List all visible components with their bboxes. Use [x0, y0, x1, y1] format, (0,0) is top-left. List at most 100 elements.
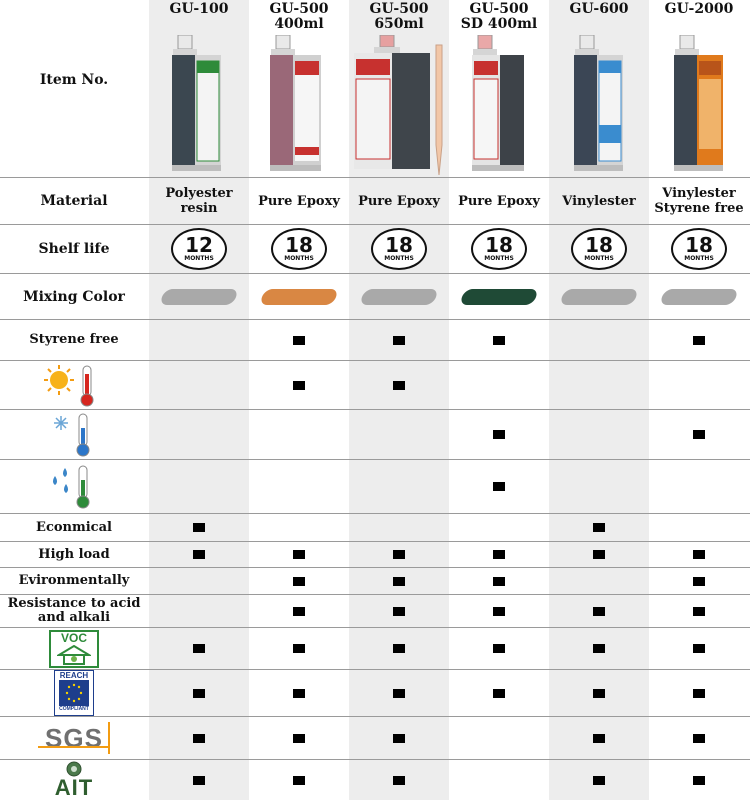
sgs-logo-line	[108, 722, 110, 754]
mixing-color-cell	[649, 274, 749, 319]
feature-cell-styrene-free	[349, 320, 449, 360]
mixing-color-swatch	[559, 288, 639, 305]
feature-cell-reach	[649, 670, 749, 716]
sgs-logo: SGS	[34, 722, 114, 754]
rule	[0, 360, 750, 361]
feature-cell-voc	[649, 628, 749, 669]
mixing-color-cell	[549, 274, 649, 319]
feature-cell-reach	[249, 670, 349, 716]
column-header-gu-600: GU-600	[549, 2, 649, 17]
check-mark	[193, 775, 205, 785]
check-mark	[693, 576, 705, 586]
feature-cell-resistance	[649, 595, 749, 627]
feature-cell-voc	[449, 628, 549, 669]
cartridge-image-gu-2000	[674, 35, 723, 171]
shelf-life-unit: MONTHS	[584, 255, 614, 262]
reach-logo-subtext: COMPLIANT	[59, 706, 89, 712]
shelf-life-number: 18	[485, 233, 513, 257]
check-mark	[293, 733, 305, 743]
material-text: Styrene free	[654, 201, 744, 216]
check-mark	[693, 335, 705, 345]
rule	[0, 669, 750, 670]
check-mark	[693, 430, 705, 439]
check-mark	[393, 576, 405, 586]
shelf-life-badge: 18 MONTHS	[571, 228, 627, 270]
check-mark	[393, 688, 405, 698]
voc-logo: VOC	[49, 629, 99, 668]
row-label-styrene-free: Styrene free	[29, 332, 119, 347]
check-mark	[493, 430, 505, 439]
check-mark	[693, 688, 705, 698]
mixing-color-swatch	[459, 288, 539, 305]
check-mark	[593, 775, 605, 785]
shelf-life-cell: 18 MONTHS	[649, 225, 749, 273]
check-mark	[493, 482, 505, 491]
column-header-gu-2000: GU-2000	[649, 2, 749, 17]
feature-cell-voc	[149, 628, 249, 669]
feature-cell-reach	[349, 670, 449, 716]
rule	[0, 409, 750, 410]
check-mark	[493, 550, 505, 559]
feature-cell-styrene-free	[649, 320, 749, 360]
column-name: GU-500	[469, 1, 529, 17]
check-mark	[393, 606, 405, 616]
material-text: Polyester	[165, 186, 233, 201]
check-mark	[593, 523, 605, 532]
feature-cell-ait	[149, 760, 249, 800]
row-label-environmentally: Evironmentally	[18, 573, 130, 588]
row-label-ait: AIT	[0, 760, 148, 800]
row-label-resistance-line2: and alkali	[37, 610, 111, 625]
feature-cell-economical	[149, 514, 249, 541]
row-label-voc: VOC	[0, 628, 148, 669]
row-label-sgs: SGS	[0, 717, 148, 759]
shelf-life-unit: MONTHS	[384, 255, 414, 262]
material-text: Pure Epoxy	[358, 193, 440, 209]
shelf-life-number: 18	[285, 233, 313, 257]
feature-cell-high-load	[149, 542, 249, 567]
feature-cell-low-temp	[449, 410, 549, 459]
sgs-logo-text: SGS	[45, 723, 103, 753]
check-mark	[293, 335, 305, 345]
shelf-life-unit: MONTHS	[284, 255, 314, 262]
check-mark	[393, 775, 405, 785]
shelf-life-unit: MONTHS	[484, 255, 514, 262]
shelf-life-number: 18	[685, 233, 713, 257]
feature-cell-environmentally	[349, 568, 449, 594]
check-mark	[293, 576, 305, 586]
cartridge-image-gu-500-650	[354, 35, 443, 175]
mixing-color-cell	[249, 274, 349, 319]
sun-thermometer-icon	[44, 365, 94, 407]
rule	[0, 319, 750, 320]
row-label-material: Material	[40, 193, 108, 209]
rule	[0, 513, 750, 514]
feature-cell-economical	[549, 514, 649, 541]
check-mark	[393, 380, 405, 390]
column-name: GU-2000	[664, 1, 734, 17]
feature-cell-reach	[449, 670, 549, 716]
ait-logo-text: AIT	[54, 775, 94, 800]
check-mark	[393, 644, 405, 653]
check-mark	[393, 335, 405, 345]
shelf-life-number: 18	[385, 233, 413, 257]
row-label-low-temperature	[0, 410, 148, 459]
check-mark	[593, 733, 605, 743]
feature-cell-low-temp	[649, 410, 749, 459]
mixing-color-cell	[149, 274, 249, 319]
check-mark	[293, 775, 305, 785]
check-mark	[593, 644, 605, 653]
row-label-item-no: Item No.	[39, 72, 109, 88]
shelf-life-cell: 18 MONTHS	[449, 225, 549, 273]
check-mark	[193, 550, 205, 559]
feature-cell-voc	[349, 628, 449, 669]
feature-cell-high-load	[349, 542, 449, 567]
row-label-resistance: Resistance to acid and alkali	[0, 595, 148, 627]
material-cell-gu-500-sd: Pure Epoxy	[449, 178, 549, 224]
check-mark	[593, 550, 605, 559]
mixing-color-cell	[449, 274, 549, 319]
check-mark	[293, 606, 305, 616]
feature-cell-high-load	[549, 542, 649, 567]
shelf-life-badge: 18 MONTHS	[271, 228, 327, 270]
feature-cell-resistance	[449, 595, 549, 627]
cartridge-image-gu-600	[574, 35, 623, 171]
rule	[0, 594, 750, 595]
